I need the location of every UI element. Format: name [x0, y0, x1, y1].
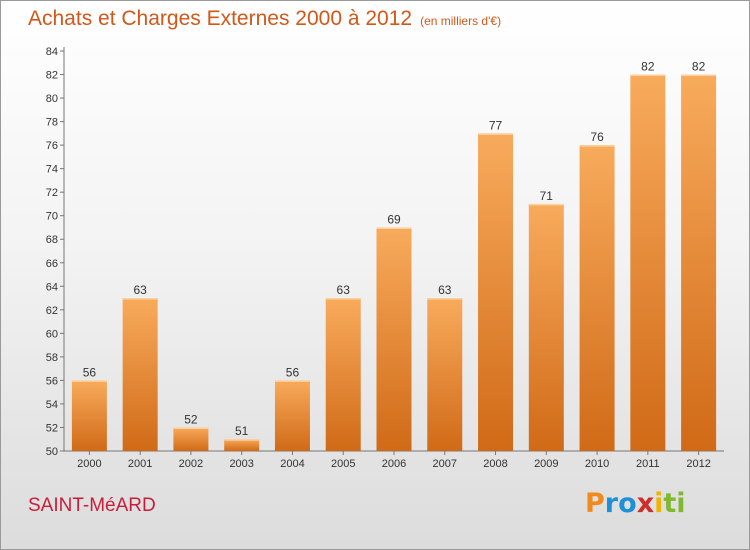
bar: [224, 439, 260, 451]
x-tick-label: 2001: [128, 458, 152, 470]
bar: [325, 298, 361, 451]
y-tick-label: 78: [46, 117, 58, 129]
bar-highlight: [122, 298, 158, 300]
logo-letter: t: [663, 488, 677, 519]
y-tick-label: 72: [46, 187, 58, 199]
x-tick-label: 2000: [77, 458, 101, 470]
bar-highlight: [478, 133, 514, 135]
y-tick-label: 82: [46, 70, 58, 82]
data-label: 82: [641, 60, 655, 74]
logo-letter: i: [676, 488, 686, 519]
chart-unit: (en milliers d'€): [420, 14, 502, 28]
bar: [528, 203, 564, 451]
x-tick-label: 2005: [331, 458, 355, 470]
y-tick-label: 74: [46, 164, 58, 176]
logo-letter: x: [636, 488, 655, 519]
y-tick-label: 66: [46, 258, 58, 270]
y-tick-label: 60: [46, 328, 58, 340]
bar-highlight: [528, 203, 564, 206]
bar: [427, 298, 463, 451]
x-tick-label: 2012: [686, 458, 710, 470]
x-tick-label: 2006: [382, 458, 406, 470]
bar-highlight: [325, 298, 361, 300]
bar: [579, 145, 615, 451]
commune-name: SAINT-MéARD: [28, 495, 156, 516]
chart-title: Achats et Charges Externes 2000 à 2012 (e…: [28, 7, 501, 31]
y-tick-label: 76: [46, 140, 58, 152]
x-tick-label: 2007: [433, 458, 457, 470]
data-labels: 56 63 52 51 56 63 69 63 77 71 76 82 82: [83, 60, 706, 439]
bar-highlight: [274, 380, 310, 382]
data-label: 82: [692, 60, 706, 74]
chart-title-text: Achats et Charges Externes 2000 à 2012: [28, 7, 413, 30]
y-tick-label: 58: [46, 352, 58, 364]
data-label: 56: [286, 365, 300, 379]
bar: [376, 227, 412, 451]
data-label: 52: [184, 412, 198, 426]
x-tick-label: 2004: [280, 458, 304, 470]
bar-highlight: [224, 439, 260, 441]
logo-letter: r: [604, 488, 619, 519]
logo-letter: o: [618, 488, 637, 519]
data-label: 77: [489, 118, 503, 132]
x-tick-label: 2009: [534, 458, 558, 470]
data-label: 51: [235, 424, 249, 438]
x-tick-label: 2003: [229, 458, 253, 470]
y-tick-label: 84: [46, 46, 58, 58]
x-tick-label: 2008: [483, 458, 507, 470]
data-label: 71: [540, 189, 554, 203]
data-label: 63: [438, 283, 452, 297]
x-tick-label: 2010: [585, 458, 609, 470]
y-tick-label: 68: [46, 234, 58, 246]
bar: [681, 74, 717, 451]
logo-letter: i: [654, 488, 664, 519]
bar: [122, 298, 158, 451]
bar: [173, 427, 209, 451]
bar-highlight: [71, 380, 107, 382]
y-tick-label: 62: [46, 305, 58, 317]
data-label: 76: [590, 130, 604, 144]
bar-highlight: [681, 74, 717, 77]
y-tick-label: 54: [46, 399, 58, 411]
logo-letter: P: [585, 488, 605, 519]
y-tick-label: 64: [46, 281, 58, 293]
y-tick-label: 56: [46, 375, 58, 387]
bar-highlight: [376, 227, 412, 229]
bar-highlight: [173, 427, 209, 429]
y-tick-label: 50: [46, 446, 58, 458]
data-label: 63: [133, 283, 147, 297]
bar: [630, 74, 666, 451]
bar-highlight: [579, 145, 615, 147]
y-tick-label: 80: [46, 93, 58, 105]
bar: [274, 380, 310, 451]
data-label: 63: [337, 283, 351, 297]
y-tick-label: 70: [46, 211, 58, 223]
bar-highlight: [427, 298, 463, 300]
x-tick-label: 2002: [179, 458, 203, 470]
data-label: 56: [83, 365, 97, 379]
bars: [71, 74, 717, 451]
bar: [71, 380, 107, 451]
bar-highlight: [630, 74, 666, 77]
proxiti-logo: Proxiti: [585, 488, 686, 519]
y-tick-label: 52: [46, 422, 58, 434]
data-label: 69: [387, 212, 401, 226]
bar: [478, 133, 514, 451]
x-tick-label: 2011: [636, 458, 660, 470]
